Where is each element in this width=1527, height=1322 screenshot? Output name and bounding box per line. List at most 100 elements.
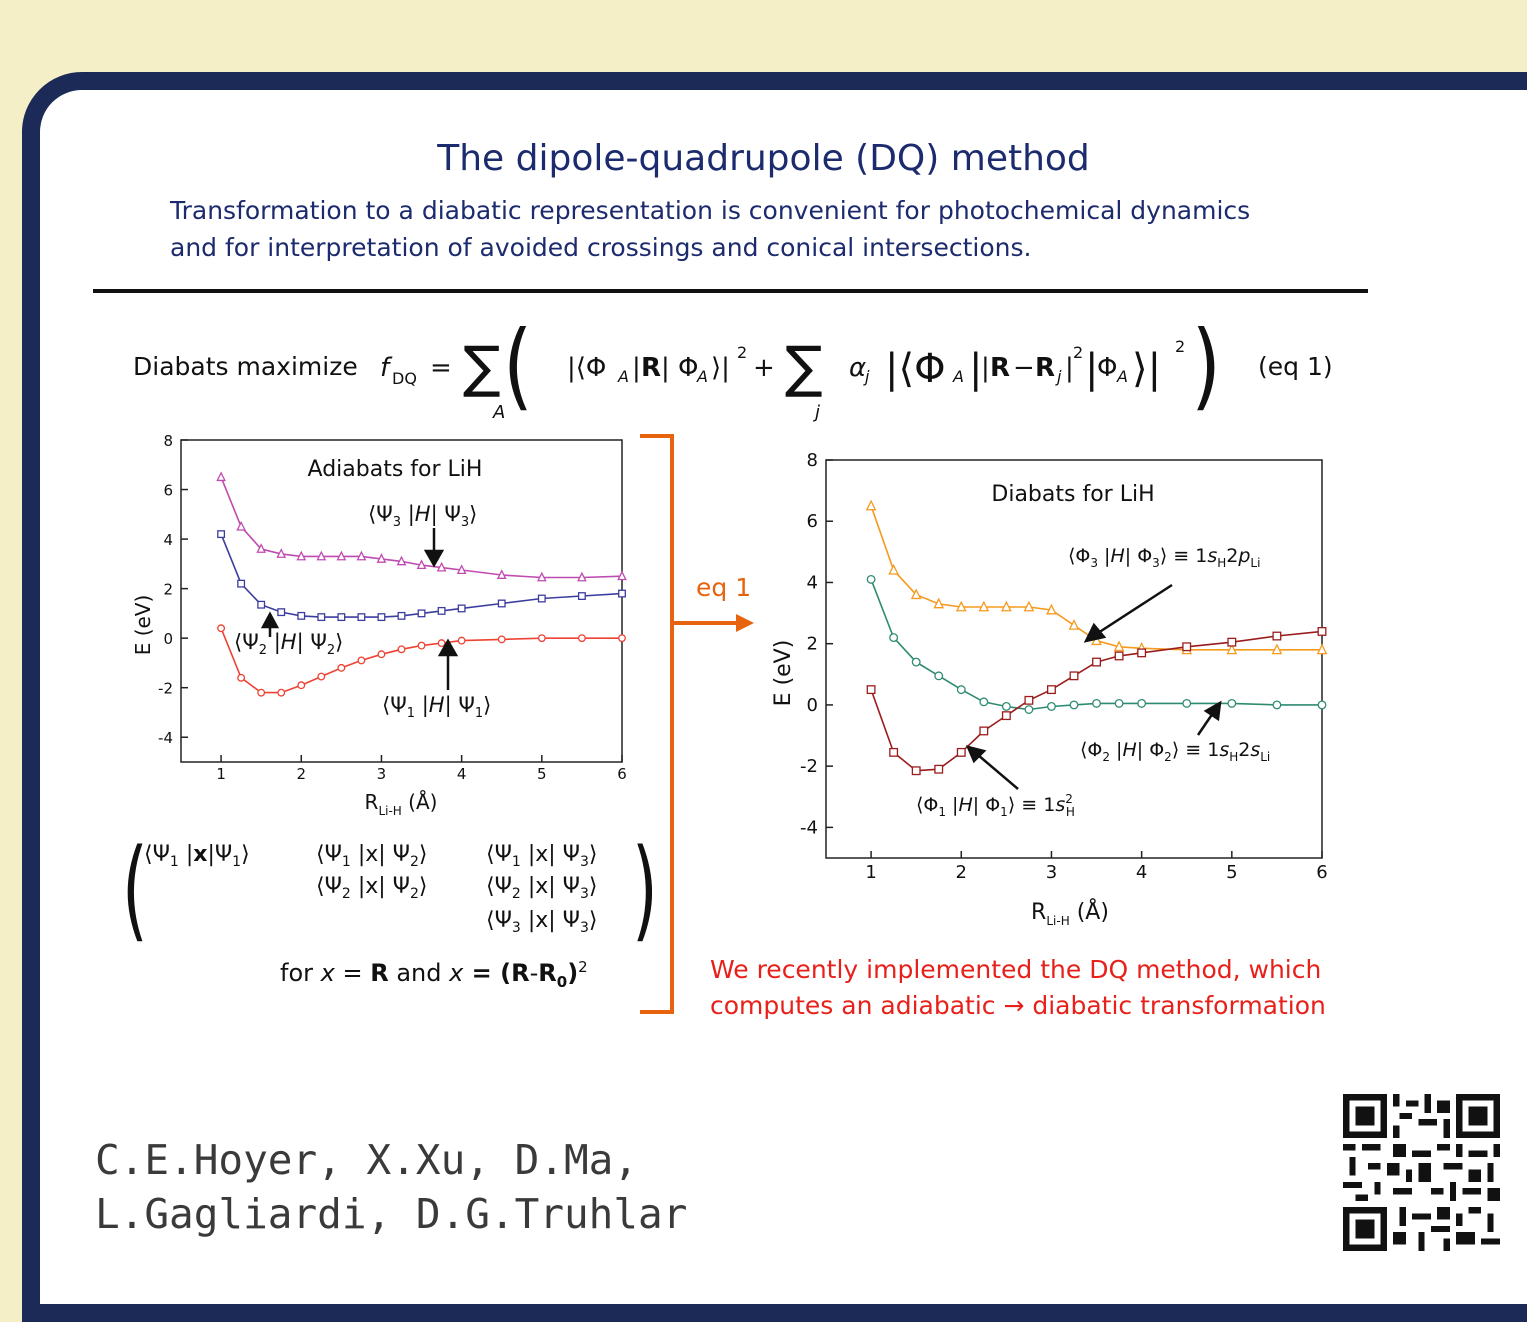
data-point <box>1001 600 1012 612</box>
phi3-arrow <box>1097 583 1173 635</box>
data-point <box>376 553 387 563</box>
data-point <box>236 520 246 531</box>
note-line-1: We recently implemented the DQ method, w… <box>710 955 1322 984</box>
svg-text:j: j <box>1055 367 1062 386</box>
y-tick-label: -4 <box>800 817 818 838</box>
data-point <box>1272 700 1282 710</box>
data-point <box>889 747 899 757</box>
data-point <box>396 555 407 566</box>
data-point <box>317 613 326 622</box>
data-point <box>397 611 406 620</box>
eq1-arrowhead <box>736 614 754 632</box>
svg-text:|: | <box>632 353 641 383</box>
x-tick-label: 6 <box>617 765 627 783</box>
data-point <box>1024 695 1034 705</box>
slide-title: The dipole-quadrupole (DQ) method <box>437 138 1090 179</box>
data-point <box>1317 700 1327 710</box>
x-tick-label: 1 <box>216 765 226 783</box>
data-point <box>317 672 326 681</box>
plot-frame <box>180 439 623 763</box>
data-point <box>457 636 466 645</box>
chart-title: Diabats for LiH <box>991 482 1154 507</box>
data-point <box>956 685 966 695</box>
data-point <box>1047 702 1056 711</box>
psi2-label: ⟨Ψ2 |H| Ψ2⟩ <box>234 630 343 658</box>
svg-text:⟩|: ⟩| <box>711 353 730 383</box>
data-point <box>296 550 307 561</box>
svg-text:−: − <box>1013 353 1035 383</box>
data-point <box>417 609 426 618</box>
svg-text:j: j <box>863 367 870 386</box>
chart-title: Adiabats for LiH <box>308 457 483 482</box>
data-point <box>276 548 287 558</box>
svg-text:A: A <box>952 367 964 386</box>
data-point <box>1182 698 1192 708</box>
svg-text:DQ: DQ <box>392 369 417 388</box>
y-tick-label: -2 <box>158 680 173 698</box>
data-point <box>1114 651 1124 661</box>
data-point <box>277 688 286 697</box>
y-tick-label: 4 <box>807 572 818 593</box>
bracket-arrow <box>640 434 754 1014</box>
svg-text:(: ( <box>122 835 148 950</box>
data-point <box>1024 705 1034 714</box>
data-point <box>337 613 346 622</box>
data-point <box>1271 643 1283 655</box>
svg-text:R: R <box>1035 353 1055 383</box>
data-point <box>257 600 266 609</box>
y-tick-label: 8 <box>163 432 173 450</box>
data-point <box>496 569 507 579</box>
svg-text:|⟨Φ: |⟨Φ <box>567 353 606 383</box>
data-point <box>617 570 627 581</box>
y-tick-label: 6 <box>807 511 818 532</box>
y-tick-label: 8 <box>807 450 818 471</box>
data-point <box>416 559 427 570</box>
authors-line-1: C.E.Hoyer, X.Xu, D.Ma, <box>95 1136 639 1184</box>
dq-formula: f DQ = ∑ A ( |⟨Φ A | R | Φ A ⟩| 2 + ∑ j … <box>380 326 1221 423</box>
bracket <box>640 434 674 1014</box>
svg-text:A: A <box>1116 367 1128 386</box>
svg-text:): ) <box>632 835 652 950</box>
data-point <box>1092 657 1101 667</box>
data-point <box>217 530 226 539</box>
data-point <box>1023 600 1035 612</box>
divider <box>93 289 1368 293</box>
data-point <box>866 685 876 695</box>
data-point <box>357 613 366 622</box>
data-point <box>888 563 899 575</box>
data-point <box>336 550 347 561</box>
data-point <box>277 608 286 617</box>
qr-code[interactable] <box>1343 1094 1500 1251</box>
diabats-label: Diabats maximize <box>133 352 358 381</box>
data-point <box>536 571 547 582</box>
data-point <box>537 594 546 603</box>
x-tick-label: 3 <box>1046 862 1057 883</box>
data-point <box>979 726 989 736</box>
data-point <box>979 697 989 707</box>
svg-text:⟨Ψ3 |x| Ψ3⟩: ⟨Ψ3 |x| Ψ3⟩ <box>486 908 598 936</box>
psi1-label: ⟨Ψ1 |H| Ψ1⟩ <box>382 693 491 721</box>
data-point <box>436 561 447 572</box>
data-point <box>1092 698 1101 708</box>
data-point <box>1227 698 1237 708</box>
x-tick-label: 4 <box>1136 862 1147 883</box>
data-point <box>377 613 386 622</box>
x-tick-label: 2 <box>956 862 967 883</box>
operator-definition: for x = R and x = (R-R0)2 <box>280 958 588 991</box>
data-point <box>237 673 246 682</box>
svg-text:A: A <box>492 402 505 423</box>
svg-text:⟨Ψ2 |x| Ψ3⟩: ⟨Ψ2 |x| Ψ3⟩ <box>486 874 598 902</box>
data-point <box>577 634 586 643</box>
data-point <box>1047 685 1056 695</box>
data-point <box>577 592 586 600</box>
svg-text:|: | <box>1065 353 1074 383</box>
x-tick-label: 6 <box>1316 862 1327 883</box>
data-point <box>1114 698 1124 708</box>
svg-text:2: 2 <box>1073 343 1083 362</box>
data-point <box>577 571 587 582</box>
y-tick-label: -2 <box>800 756 818 777</box>
data-point <box>955 600 967 612</box>
x-tick-label: 2 <box>296 765 306 783</box>
data-point <box>956 747 966 757</box>
x-tick-label: 4 <box>457 765 467 783</box>
